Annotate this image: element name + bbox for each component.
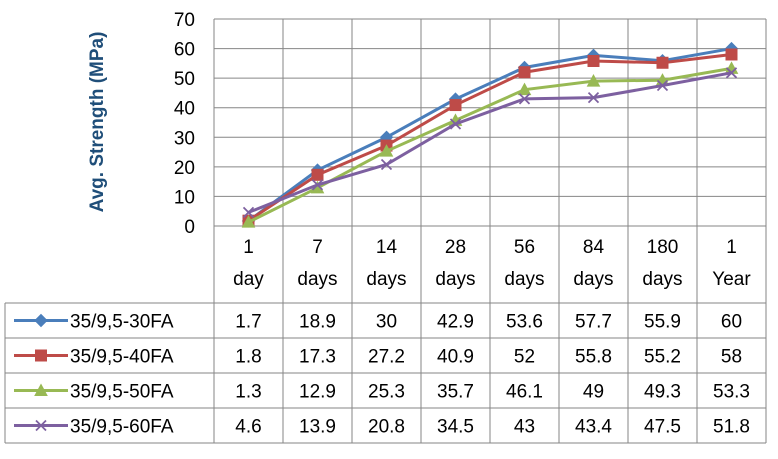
data-table-value: 43 <box>514 417 535 438</box>
series-line <box>247 52 732 222</box>
y-tick-label: 40 <box>174 99 195 120</box>
data-table-value: 1.7 <box>235 312 261 333</box>
x-category-label: days <box>573 269 613 290</box>
data-table-value: 53.6 <box>506 312 543 333</box>
triangle-marker <box>241 215 256 228</box>
data-table-value: 17.3 <box>299 347 336 368</box>
y-tick-label: 10 <box>174 187 195 208</box>
x-category-label: days <box>642 269 682 290</box>
series-lines <box>241 41 739 228</box>
x-category-label: days <box>504 269 544 290</box>
data-table: 1 day 7 days 14 days 28 days 56 days 84 days 180 days… <box>4 237 766 444</box>
data-table-value: 27.2 <box>368 347 405 368</box>
square-marker <box>656 56 669 69</box>
data-table-value: 49 <box>583 382 604 403</box>
legend-key <box>14 419 68 432</box>
data-table-value: 34.5 <box>437 417 474 438</box>
x-marker <box>656 79 669 92</box>
x-marker <box>242 206 255 219</box>
data-table-value: 60 <box>721 312 742 333</box>
x-marker <box>449 118 462 130</box>
data-table-value: 55.9 <box>644 312 681 333</box>
data-table-value: 12.9 <box>299 382 336 403</box>
y-tick-label: 60 <box>174 40 195 61</box>
y-tick-label: 50 <box>174 69 195 90</box>
square-marker <box>725 48 738 61</box>
data-table-value: 51.8 <box>713 417 750 438</box>
legend-key <box>14 313 68 328</box>
data-table-value: 47.5 <box>644 417 681 438</box>
triangle-marker <box>34 383 48 396</box>
y-tick-label: 0 <box>184 217 195 238</box>
data-table-value: 53.3 <box>713 382 750 403</box>
data-table-value: 43.4 <box>575 417 612 438</box>
series-group <box>242 67 738 219</box>
data-table-value: 42.9 <box>437 312 474 333</box>
data-table-value: 58 <box>721 347 742 368</box>
x-category-label: 14 <box>376 237 398 258</box>
square-marker <box>35 349 47 362</box>
x-category-label: Year <box>712 269 751 290</box>
series-name-label: 35/9,5-30FA <box>70 312 174 333</box>
x-category-label: day <box>233 269 264 290</box>
series-name-label: 35/9,5-50FA <box>70 382 174 403</box>
x-marker <box>518 93 531 105</box>
y-tick-label: 30 <box>174 128 195 149</box>
data-table-value: 4.6 <box>235 417 261 438</box>
x-category-label: 56 <box>514 237 535 258</box>
series-name-label: 35/9,5-40FA <box>70 347 174 368</box>
x-category-label: 84 <box>583 237 605 258</box>
x-category-label: days <box>435 269 475 290</box>
square-marker <box>449 99 462 112</box>
y-tick-label: 20 <box>174 158 195 179</box>
square-marker <box>311 168 324 181</box>
gridlines <box>213 18 767 443</box>
series-line <box>247 71 732 214</box>
data-table-value: 55.2 <box>644 347 681 368</box>
data-table-value: 55.8 <box>575 347 612 368</box>
x-category-label: days <box>297 269 337 290</box>
x-category-label: 28 <box>445 237 466 258</box>
x-marker <box>587 92 600 104</box>
x-marker <box>311 179 324 191</box>
x-marker <box>35 419 47 432</box>
data-table-value: 46.1 <box>506 382 543 403</box>
x-category-label: 180 <box>647 237 679 258</box>
data-table-value: 1.3 <box>235 382 261 403</box>
square-marker <box>587 54 600 67</box>
series-name-label: 35/9,5-60FA <box>70 417 174 438</box>
x-category-label: days <box>366 269 406 290</box>
data-table-value: 40.9 <box>437 347 474 368</box>
triangle-marker <box>379 144 394 157</box>
series-line <box>247 47 732 223</box>
x-category-label: 1 <box>243 237 254 258</box>
data-table-value: 57.7 <box>575 312 612 333</box>
triangle-marker <box>517 82 532 96</box>
legend-key <box>14 383 68 396</box>
y-axis-ticks: 0 10 20 30 40 50 60 70 <box>174 10 195 238</box>
x-marker <box>380 158 393 171</box>
x-category-label: 1 <box>726 237 737 258</box>
y-axis-label: Avg. Strength (MPa) <box>87 32 108 213</box>
x-marker <box>725 67 738 79</box>
data-table-value: 1.8 <box>235 347 261 368</box>
legend-key <box>14 349 68 362</box>
data-table-value: 13.9 <box>299 417 336 438</box>
data-table-value: 49.3 <box>644 382 681 403</box>
diamond-marker <box>34 313 48 328</box>
data-table-value: 52 <box>514 347 535 368</box>
y-tick-label: 70 <box>174 10 195 31</box>
data-table-value: 20.8 <box>368 417 405 438</box>
data-table-value: 18.9 <box>299 312 336 333</box>
data-table-value: 25.3 <box>368 382 405 403</box>
data-table-value: 35.7 <box>437 382 474 403</box>
data-table-value: 30 <box>376 312 397 333</box>
triangle-marker <box>586 74 601 87</box>
x-category-label: 7 <box>312 237 323 258</box>
square-marker <box>518 66 531 79</box>
